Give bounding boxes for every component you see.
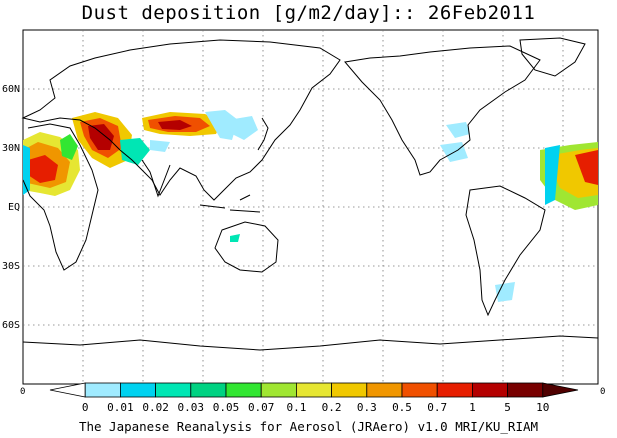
colorbar-bin (436, 382, 473, 398)
colorbar-tick-label: 0.2 (322, 401, 342, 414)
colorbar-tick-label: 0.03 (178, 401, 205, 414)
colorbar-bin (471, 382, 508, 398)
footer-credit: The Japanese Reanalysis for Aerosol (JRA… (78, 419, 539, 434)
colorbar-bin (49, 382, 86, 398)
colorbar-bin (155, 382, 192, 398)
coast-indonesia (199, 194, 261, 213)
colorbar-bin (295, 382, 332, 398)
lat-label-60s: 60S (2, 320, 20, 331)
colorbar-tick-label: 0.1 (286, 401, 306, 414)
colorbar-tick-label: 0 (82, 401, 89, 414)
corner-label-right: 0 (600, 387, 605, 397)
lat-label-60n: 60N (2, 84, 20, 95)
colorbar-tick-label: 0.05 (213, 401, 240, 414)
colorbar-bin (507, 382, 544, 398)
colorbar-bin (366, 382, 403, 398)
corner-label-left: 0 (20, 387, 25, 397)
colorbar-tick-label: 10 (536, 401, 549, 414)
colorbar-tick-label: 0.02 (142, 401, 169, 414)
lat-label-30s: 30S (2, 261, 20, 272)
coast-north-america (344, 45, 541, 176)
lat-label-eq: EQ (8, 202, 20, 213)
colorbar-tick-label: 0.7 (427, 401, 447, 414)
colorbar-bin (120, 382, 157, 398)
coast-africa (22, 123, 99, 271)
coastlines (21, 37, 599, 351)
coast-antarctica (22, 335, 599, 351)
colorbar-bin (401, 382, 438, 398)
coast-japan (257, 117, 269, 151)
colorbar-bin (260, 382, 297, 398)
coast-australia (214, 221, 279, 273)
colorbar-tick-label: 0.5 (392, 401, 412, 414)
coast-south-america (465, 185, 546, 317)
lat-label-30n: 30N (2, 143, 20, 154)
colorbar: 0 0.01 0.02 0.03 0.05 0.07 0.1 0.2 0.3 0.5 0.7 1 5 10 (49, 382, 579, 414)
colorbar-bin (190, 382, 227, 398)
coast-greenland (519, 37, 586, 77)
colorbar-bin (331, 382, 368, 398)
colorbar-tick-label: 1 (469, 401, 476, 414)
lat-axis: 60N 30N EQ 30S 60S 0 0 (2, 84, 605, 397)
colorbar-bin (542, 382, 579, 398)
colorbar-bin (84, 382, 121, 398)
colorbar-tick-label: 0.07 (248, 401, 275, 414)
map-title: Dust deposition [g/m2/day]:: 26Feb2011 (81, 2, 536, 24)
colorbar-bin (225, 382, 262, 398)
dust-fields (23, 110, 598, 302)
coast-eurasia (21, 39, 341, 201)
colorbar-tick-label: 0.3 (357, 401, 377, 414)
colorbar-tick-label: 5 (504, 401, 511, 414)
colorbar-tick-label: 0.01 (107, 401, 134, 414)
coast-india (141, 159, 171, 198)
